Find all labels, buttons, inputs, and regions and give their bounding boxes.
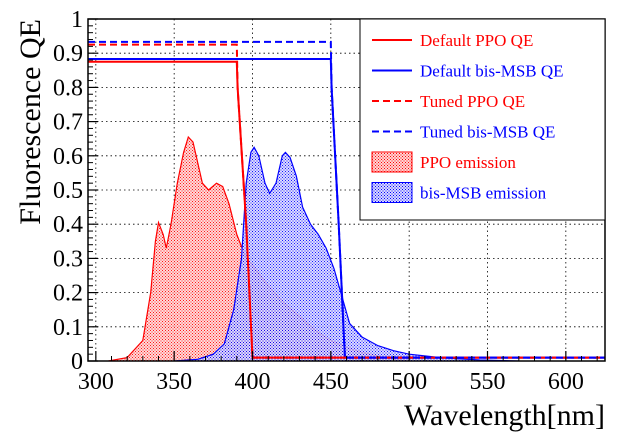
- qe-lines: [88, 40, 605, 359]
- y-tick-label: 0.6: [53, 144, 83, 170]
- x-tick-label: 550: [470, 369, 506, 395]
- axis-ticks: 300 350 400 450 500 550 600 0 0.1 0.2 0.3 0.4 0.5 0.6…: [53, 7, 598, 395]
- legend-label-bismsb-emission: bis-MSB emission: [420, 184, 547, 203]
- x-tick-label: 600: [548, 369, 584, 395]
- emission-areas: [108, 135, 519, 361]
- y-tick-label: 0.3: [53, 246, 83, 272]
- y-tick-label: 0.9: [53, 41, 83, 67]
- y-tick-label: 0.5: [53, 178, 83, 204]
- y-tick-label: 1: [71, 7, 83, 33]
- x-tick-label: 400: [235, 369, 271, 395]
- y-tick-label: 0.8: [53, 75, 83, 101]
- y-axis-title: Fluorescence QE: [14, 19, 47, 225]
- area-fill-ppo-emission: [108, 137, 410, 361]
- legend-label-default-bismsb: Default bis-MSB QE: [420, 62, 564, 81]
- legend: Default PPO QE Default bis-MSB QE Tuned PP…: [359, 18, 606, 221]
- area-fill-bismsb-emission: [174, 147, 519, 361]
- x-axis-title: Wavelength[nm]: [404, 399, 605, 432]
- y-tick-label: 0.1: [53, 315, 83, 341]
- area-outline-bismsb-emission: [174, 146, 519, 361]
- legend-label-tuned-bismsb: Tuned bis-MSB QE: [420, 123, 555, 142]
- line-tuned-ppo: [88, 43, 605, 359]
- y-tick-label: 0.2: [53, 281, 83, 307]
- x-tick-label: 350: [156, 369, 192, 395]
- y-tick-label: 0.4: [53, 212, 83, 238]
- x-tick-label: 300: [78, 369, 114, 395]
- y-tick-label: 0: [71, 349, 83, 375]
- legend-swatch-ppo-emission: [371, 151, 413, 173]
- line-tuned-bismsb: [88, 40, 605, 359]
- legend-swatch-bismsb-emission: [371, 182, 413, 203]
- legend-label-ppo-emission: PPO emission: [420, 153, 516, 172]
- legend-label-tuned-ppo: Tuned PPO QE: [420, 92, 525, 111]
- x-tick-label: 500: [391, 369, 427, 395]
- legend-label-default-ppo: Default PPO QE: [420, 31, 533, 50]
- y-tick-label: 0.7: [53, 110, 83, 136]
- x-tick-label: 450: [313, 369, 349, 395]
